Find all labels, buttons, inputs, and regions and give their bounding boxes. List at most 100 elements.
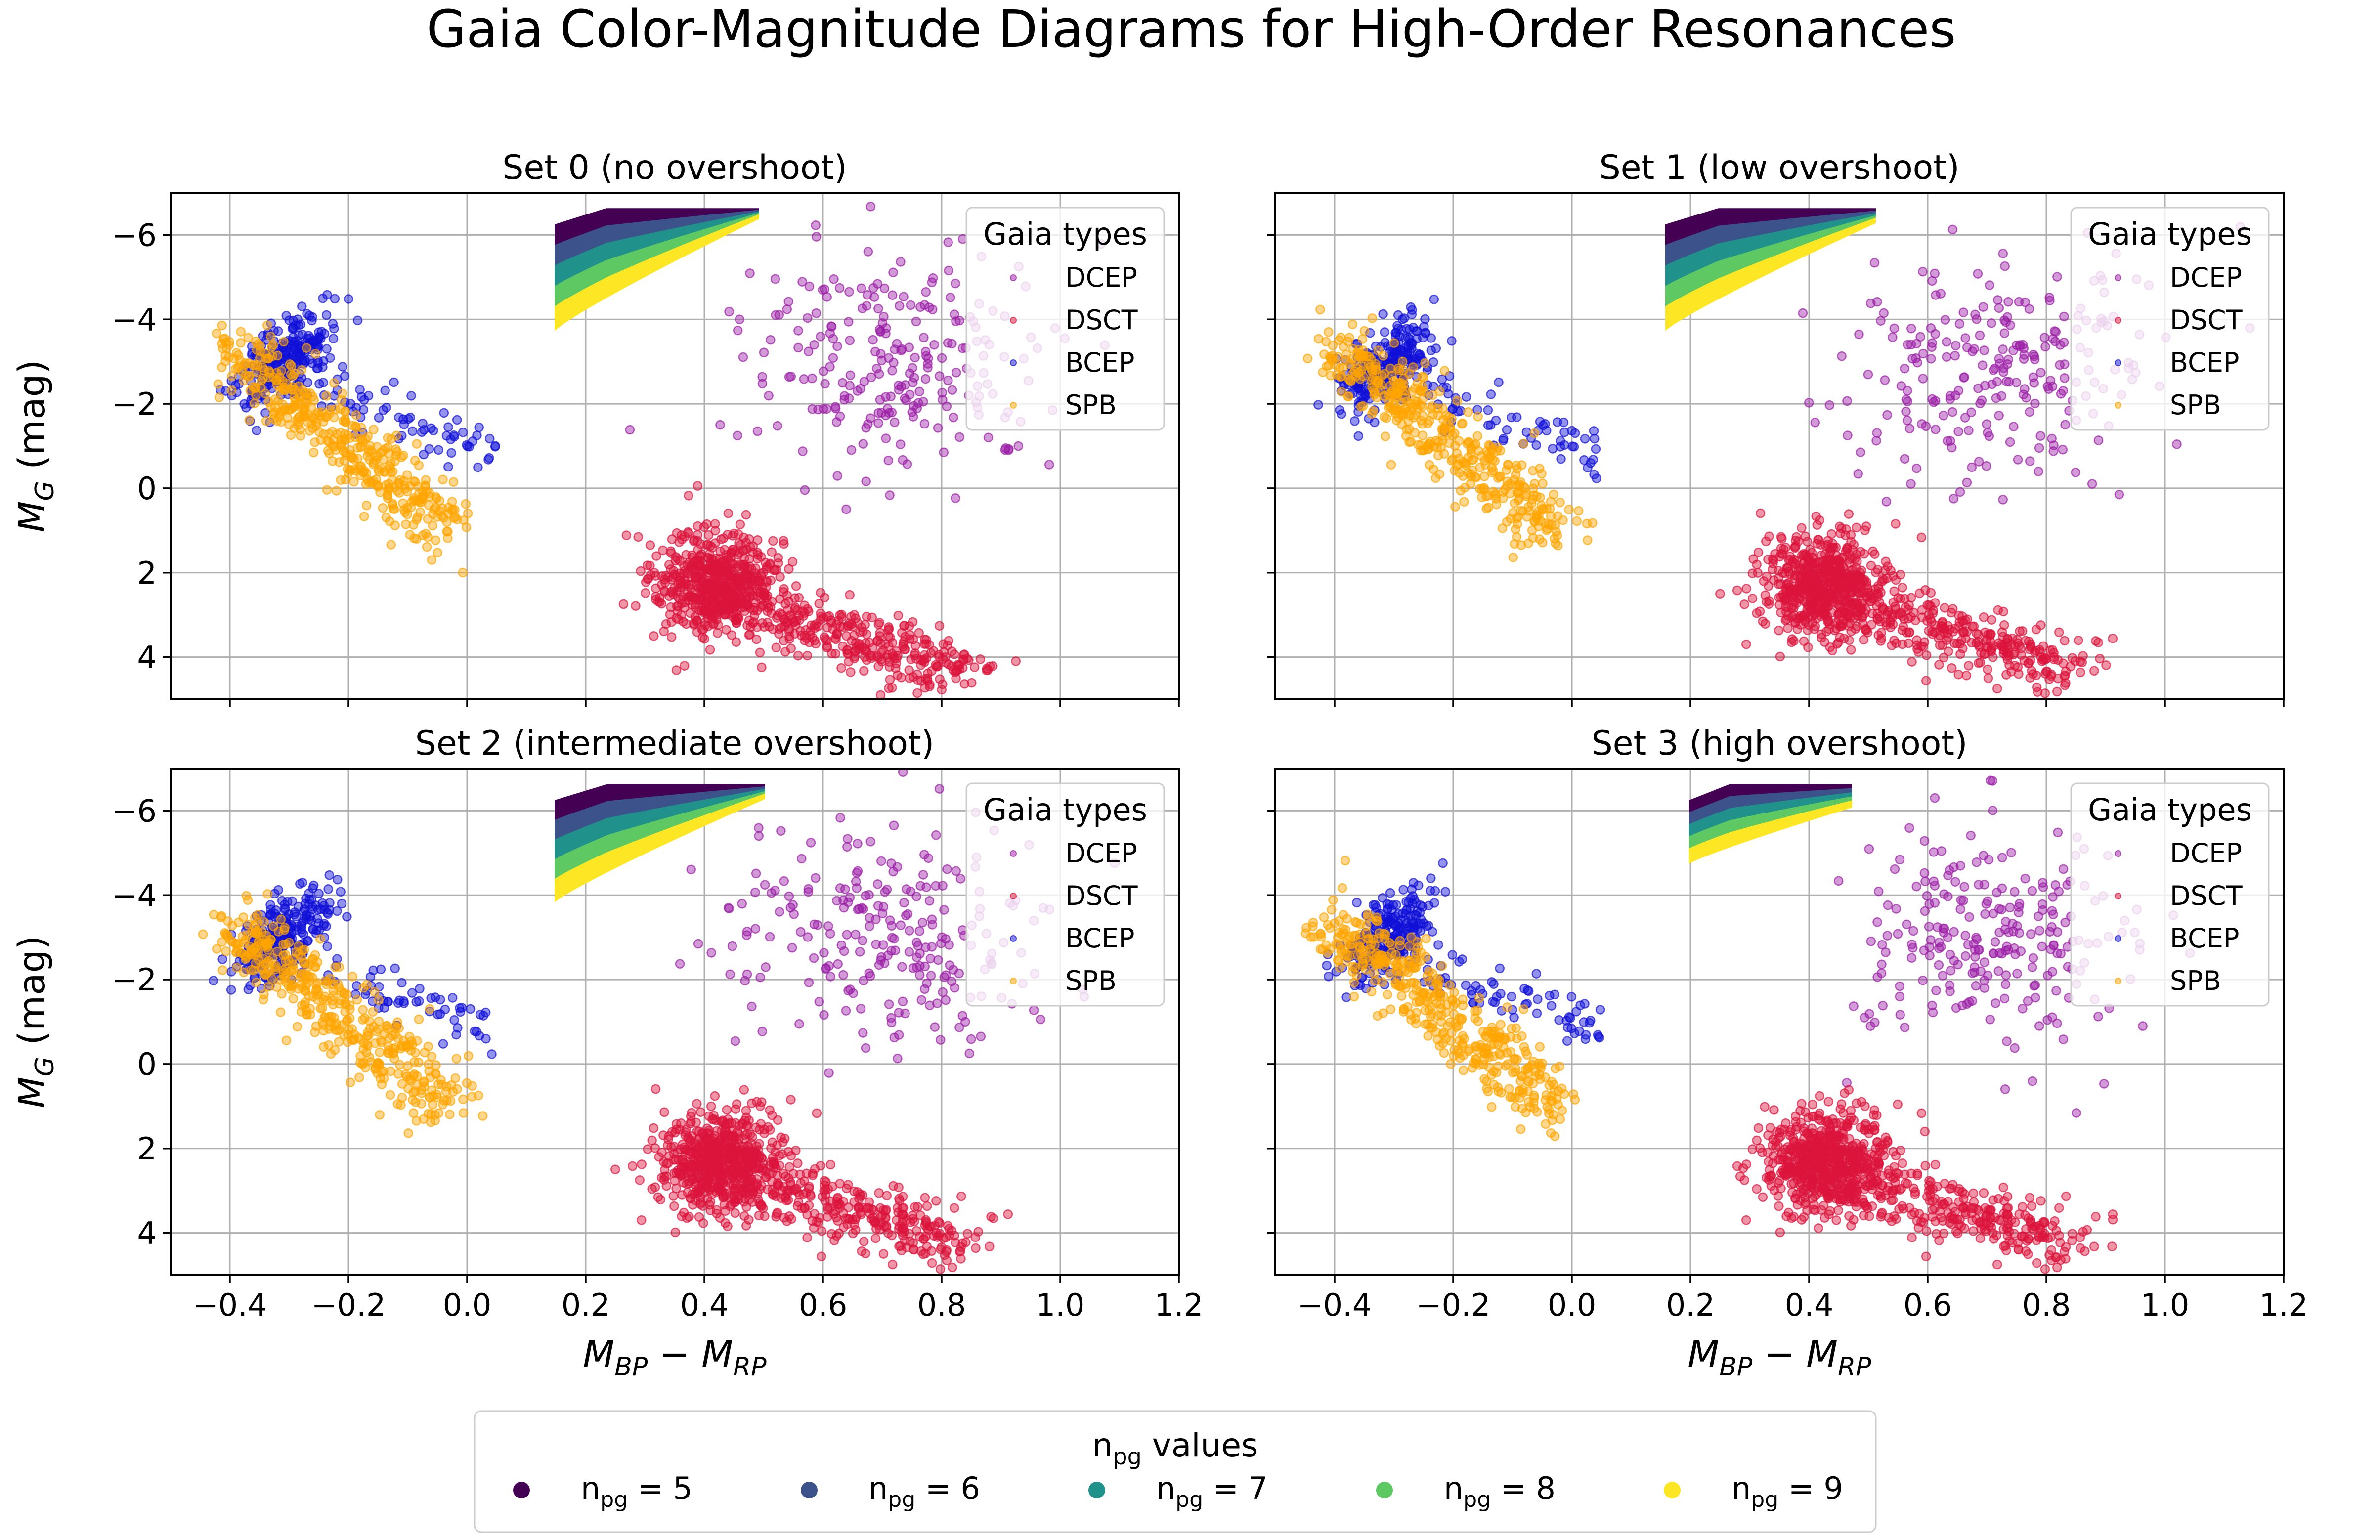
gaia-point-spb <box>276 366 286 376</box>
gaia-point-dcep <box>1950 350 1960 361</box>
gaia-point-dcep <box>934 371 945 381</box>
gaia-point-dsct <box>1748 554 1758 564</box>
gaia-point-dcep <box>914 386 924 397</box>
gaia-point-dsct <box>904 665 914 675</box>
gaia-point-dcep <box>2025 407 2034 417</box>
gaia-point-dcep <box>1013 441 1024 451</box>
gaia-point-dsct <box>1846 645 1856 655</box>
gaia-point-dcep <box>747 1001 757 1012</box>
gaia-point-spb <box>1532 513 1542 523</box>
gaia-point-spb <box>1328 350 1338 361</box>
gaia-point-dsct <box>1898 583 1907 593</box>
gaia-point-dsct <box>869 1216 879 1226</box>
gaia-point-dsct <box>2007 633 2018 643</box>
gaia-point-dcep <box>941 995 951 1005</box>
gaia-point-dcep <box>876 856 886 866</box>
gaia-legend-label: BCEP <box>1065 347 1134 378</box>
gaia-point-dsct <box>797 1203 807 1213</box>
gaia-point-dsct <box>692 1126 702 1136</box>
gaia-point-dsct <box>651 551 661 561</box>
gaia-point-bcep <box>1335 405 1345 415</box>
gaia-point-spb <box>385 461 394 471</box>
gaia-point-dsct <box>659 1107 669 1117</box>
gaia-point-dsct <box>843 1180 853 1190</box>
gaia-point-dsct <box>687 573 696 583</box>
gaia-point-dsct <box>712 1126 722 1136</box>
gaia-point-dcep <box>938 987 948 997</box>
gaia-point-dsct <box>786 1180 796 1190</box>
gaia-point-dcep <box>1869 257 1880 268</box>
gaia-point-dcep <box>927 304 938 314</box>
gaia-point-dcep <box>1975 330 1985 341</box>
gaia-point-dcep <box>845 984 855 994</box>
gaia-point-dcep <box>1998 367 2008 377</box>
gaia-point-dcep <box>814 996 824 1007</box>
gaia-point-dcep <box>816 332 825 342</box>
gaia-point-dsct <box>633 532 643 542</box>
gaia-point-spb <box>289 385 299 394</box>
gaia-point-spb <box>1564 505 1574 514</box>
gaia-point-dsct <box>816 615 826 625</box>
gaia-point-dsct <box>739 1158 749 1168</box>
gaia-point-dsct <box>920 1193 930 1203</box>
gaia-point-dcep <box>937 353 947 363</box>
gaia-point-spb <box>340 406 350 417</box>
gaia-point-dsct <box>935 1264 946 1274</box>
gaia-point-dsct <box>985 1241 995 1252</box>
gaia-point-spb <box>461 499 471 509</box>
gaia-point-dsct <box>666 617 677 627</box>
gaia-point-dcep <box>811 232 822 242</box>
gaia-point-dsct <box>874 1188 884 1198</box>
gaia-point-dcep <box>902 459 912 469</box>
gaia-point-bcep <box>330 294 340 304</box>
gaia-point-spb <box>1315 304 1325 315</box>
gaia-point-spb <box>1551 538 1560 549</box>
gaia-point-bcep <box>1461 392 1471 402</box>
gaia-point-dsct <box>746 1098 757 1109</box>
gaia-point-dcep <box>1998 249 2008 258</box>
gaia-point-dsct <box>1011 656 1021 666</box>
gaia-point-spb <box>1459 497 1469 507</box>
gaia-point-dcep <box>881 433 891 443</box>
gaia-point-dcep <box>727 941 737 951</box>
gaia-point-dsct <box>859 1237 869 1246</box>
gaia-point-dsct <box>671 1119 682 1129</box>
gaia-point-dcep <box>1901 394 1911 405</box>
gaia-point-dsct <box>1784 578 1794 588</box>
gaia-point-spb <box>1483 502 1493 513</box>
gaia-point-dsct <box>752 548 762 557</box>
y-tick-label: 0 <box>137 471 157 507</box>
gaia-point-spb <box>354 464 365 474</box>
gaia-point-dcep <box>863 247 873 257</box>
gaia-point-dsct <box>739 1085 749 1095</box>
gaia-point-dsct <box>2042 667 2052 677</box>
gaia-point-bcep <box>355 385 365 395</box>
gaia-point-spb <box>413 495 424 506</box>
gaia-point-dsct <box>1953 669 1964 680</box>
gaia-point-dsct <box>664 1151 674 1161</box>
gaia-point-dcep <box>873 418 883 428</box>
gaia-point-dsct <box>621 530 632 540</box>
gaia-point-dcep <box>1912 357 1922 368</box>
gaia-point-dsct <box>1961 670 1972 681</box>
gaia-point-spb <box>431 535 441 545</box>
gaia-point-spb <box>212 328 221 339</box>
gaia-point-dcep <box>1927 394 1937 404</box>
gaia-point-dcep <box>966 1034 976 1044</box>
gaia-point-spb <box>272 375 282 385</box>
gaia-point-dcep <box>896 439 906 449</box>
gaia-point-dcep <box>934 784 945 794</box>
gaia-point-spb <box>1343 391 1353 401</box>
gaia-point-spb <box>1357 334 1368 344</box>
gaia-point-dsct <box>1967 638 1977 648</box>
gaia-point-dsct <box>637 1215 647 1225</box>
gaia-point-dcep <box>1881 497 1892 507</box>
gaia-point-spb <box>1447 414 1457 424</box>
gaia-point-dcep <box>925 953 936 964</box>
gaia-point-bcep <box>340 371 350 381</box>
gaia-point-dsct <box>645 540 655 550</box>
gaia-point-spb <box>1546 497 1556 507</box>
gaia-point-dsct <box>751 634 762 644</box>
gaia-point-spb <box>244 415 255 425</box>
gaia-point-dsct <box>669 1201 679 1211</box>
